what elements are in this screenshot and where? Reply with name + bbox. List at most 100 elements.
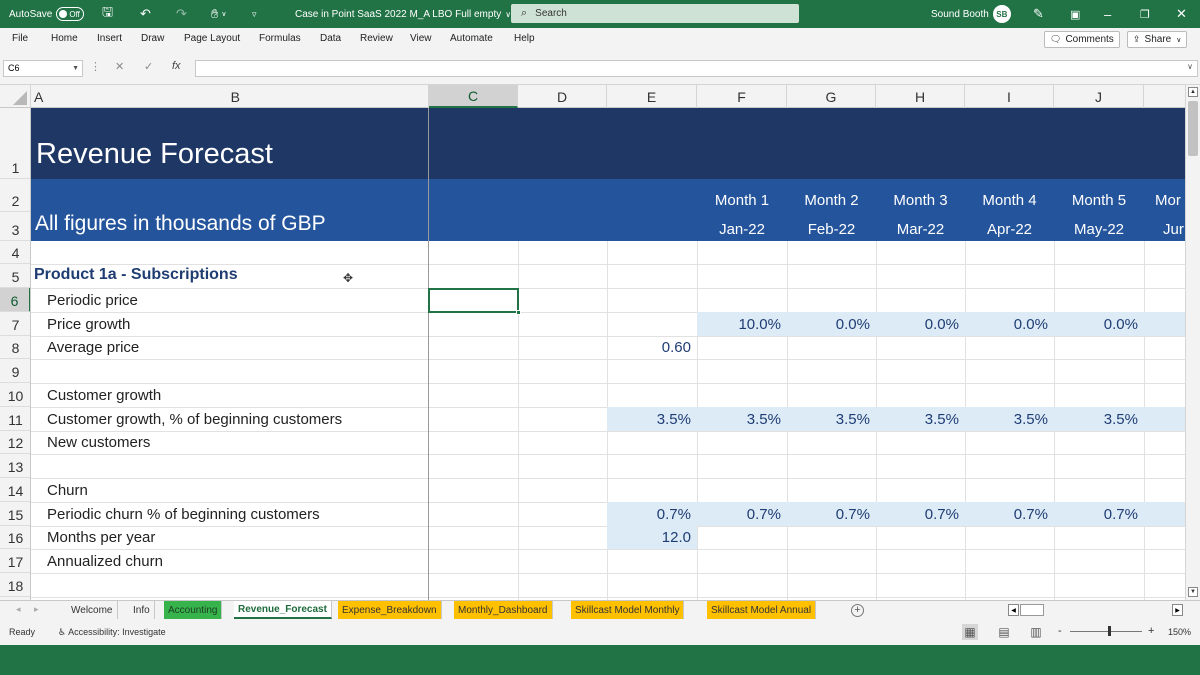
column-header-e[interactable]: E: [607, 85, 697, 108]
user-account[interactable]: Sound Booth SB: [931, 0, 1011, 28]
customer-growth-cell[interactable]: 3.5%: [1103, 411, 1138, 428]
redo-icon[interactable]: ↷: [176, 6, 187, 21]
menu-review[interactable]: Review: [360, 33, 393, 44]
churn-cell[interactable]: 0.7%: [746, 506, 781, 523]
customer-growth-cell[interactable]: 3.5%: [1013, 411, 1048, 428]
customize-qat-icon[interactable]: ▿: [252, 8, 257, 19]
month-header[interactable]: Mor: [1155, 192, 1181, 209]
menu-data[interactable]: Data: [320, 33, 342, 44]
restore-icon[interactable]: ❐: [1140, 8, 1150, 21]
search-input[interactable]: ⌕ Search: [511, 4, 799, 23]
month-header[interactable]: Month 4: [982, 192, 1037, 209]
row-header-1[interactable]: 1: [0, 108, 30, 179]
row-header-16[interactable]: 16: [0, 526, 30, 549]
row-header-13[interactable]: 13: [0, 454, 30, 478]
price-growth-cell[interactable]: 0.0%: [924, 316, 959, 333]
row-label-churn[interactable]: Churn: [47, 482, 88, 499]
next-sheet-icon[interactable]: ▸: [34, 604, 39, 614]
horizontal-scrollbar[interactable]: ◀ ▶: [1000, 603, 1185, 617]
row-header-8[interactable]: 8: [0, 336, 30, 359]
expand-formula-icon[interactable]: ∨: [1187, 62, 1193, 71]
normal-view-icon[interactable]: ▦: [962, 624, 978, 640]
add-sheet-icon[interactable]: +: [851, 604, 864, 617]
churn-cell[interactable]: 0.7%: [1013, 506, 1048, 523]
row-header-2[interactable]: 2: [0, 179, 30, 212]
column-header-j[interactable]: J: [1054, 85, 1144, 108]
scroll-up-icon[interactable]: ▲: [1188, 87, 1198, 97]
menu-page-layout[interactable]: Page Layout: [184, 33, 241, 44]
worksheet-grid[interactable]: Revenue Forecast All figures in thousand…: [31, 108, 1185, 600]
minimize-icon[interactable]: –: [1104, 6, 1112, 22]
month-header[interactable]: Month 2: [804, 192, 859, 209]
undo-icon[interactable]: ↶: [140, 6, 151, 21]
date-header[interactable]: Jur: [1163, 221, 1184, 238]
enter-icon[interactable]: ✓: [144, 61, 154, 73]
month-header[interactable]: Month 5: [1071, 192, 1127, 209]
page-layout-view-icon[interactable]: ▤: [998, 625, 1010, 639]
save-icon[interactable]: 🖫: [102, 4, 114, 19]
menu-view[interactable]: View: [410, 33, 432, 44]
zoom-level[interactable]: 150%: [1168, 627, 1192, 637]
cancel-icon[interactable]: ✕: [115, 61, 125, 73]
row-label-price-growth[interactable]: Price growth: [47, 316, 131, 333]
autosave-toggle[interactable]: Off: [56, 7, 85, 21]
row-header-4[interactable]: 4: [0, 241, 30, 264]
price-growth-cell[interactable]: 10.0%: [738, 316, 781, 333]
customer-growth-cell[interactable]: 3.5%: [656, 411, 691, 428]
customer-growth-cell[interactable]: 3.5%: [835, 411, 870, 428]
menu-home[interactable]: Home: [51, 33, 78, 44]
zoom-in-button[interactable]: +: [1148, 625, 1155, 637]
zoom-out-button[interactable]: -: [1058, 625, 1062, 637]
scroll-down-icon[interactable]: ▼: [1188, 587, 1198, 597]
vertical-scroll-thumb[interactable]: [1188, 101, 1198, 156]
date-header[interactable]: Apr-22: [986, 221, 1033, 238]
row-header-9[interactable]: 9: [0, 359, 30, 383]
pen-icon[interactable]: ✎: [1033, 6, 1044, 21]
date-header[interactable]: Mar-22: [896, 221, 945, 238]
menu-automate[interactable]: Automate: [450, 33, 493, 44]
autosave[interactable]: AutoSave Off: [9, 0, 85, 28]
zoom-slider-knob[interactable]: [1108, 626, 1111, 636]
scroll-right-icon[interactable]: ▶: [1172, 604, 1183, 616]
close-icon[interactable]: ✕: [1176, 6, 1187, 21]
column-header-c[interactable]: C: [429, 85, 518, 108]
tab-revenue-forecast[interactable]: Revenue_Forecast: [234, 601, 332, 619]
document-title[interactable]: Case in Point SaaS 2022 M_A LBO Full emp…: [295, 0, 511, 28]
tab-skillcast-model-monthly[interactable]: Skillcast Model Monthly: [571, 601, 685, 619]
zoom-slider[interactable]: [1070, 626, 1142, 636]
date-header[interactable]: May-22: [1073, 221, 1125, 238]
month-header[interactable]: Month 3: [893, 192, 948, 209]
formula-input[interactable]: ∨: [195, 60, 1198, 77]
months-per-year-cell[interactable]: 12.0: [661, 529, 691, 546]
column-header-f[interactable]: F: [697, 85, 787, 108]
churn-cell[interactable]: 0.7%: [656, 506, 691, 523]
average-price-cell[interactable]: 0.60: [661, 339, 691, 356]
date-header[interactable]: Jan-22: [719, 221, 765, 238]
menu-help[interactable]: Help: [514, 33, 535, 44]
customer-growth-cell[interactable]: 3.5%: [746, 411, 781, 428]
tab-skillcast-model-annual[interactable]: Skillcast Model Annual: [707, 601, 817, 619]
month-header[interactable]: Month 1: [714, 192, 770, 209]
page-break-view-icon[interactable]: ▥: [1030, 625, 1042, 639]
column-header-d[interactable]: D: [518, 85, 607, 108]
accessibility-status[interactable]: ♿︎ Accessibility: Investigate: [58, 627, 166, 638]
column-header-g[interactable]: G: [787, 85, 876, 108]
row-label-new-customers[interactable]: New customers: [47, 434, 151, 451]
row-header-11[interactable]: 11: [0, 407, 30, 431]
row-header-3[interactable]: 3: [0, 212, 30, 241]
churn-cell[interactable]: 0.7%: [1103, 506, 1138, 523]
share-button[interactable]: ⇪ Share ∨: [1127, 31, 1188, 48]
active-cell-c6[interactable]: [428, 288, 521, 315]
row-label-customer-growth-pct[interactable]: Customer growth, % of beginning customer…: [47, 411, 343, 428]
row-label-periodic-price[interactable]: Periodic price: [47, 292, 138, 309]
name-box[interactable]: C6 ▼: [3, 60, 83, 77]
scroll-left-icon[interactable]: ◀: [1008, 604, 1019, 616]
row-header-12[interactable]: 12: [0, 431, 30, 454]
tab-info[interactable]: Info: [129, 601, 155, 619]
row-label-months-per-year[interactable]: Months per year: [47, 529, 156, 546]
row-label-annualized-churn[interactable]: Annualized churn: [47, 553, 163, 570]
row-label-average-price[interactable]: Average price: [47, 339, 140, 356]
churn-cell[interactable]: 0.7%: [924, 506, 959, 523]
menu-formulas[interactable]: Formulas: [259, 33, 301, 44]
tab-accounting[interactable]: Accounting: [164, 601, 223, 619]
